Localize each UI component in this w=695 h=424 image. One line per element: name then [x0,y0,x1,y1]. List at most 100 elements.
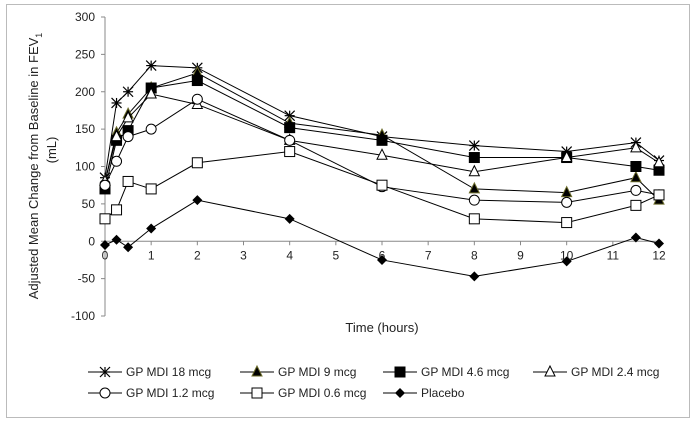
legend-label: GP MDI 1.2 mcg [126,386,214,400]
x-tick-label: 10 [560,248,574,262]
star-stroke [122,86,134,98]
data-point [146,223,157,234]
data-point [468,213,480,225]
series-gp-mdi-0-6-mcg [99,146,665,229]
data-point [560,185,573,198]
legend-marker [99,387,111,399]
data-point [376,148,388,160]
star-stroke [284,110,296,122]
data-point [284,134,296,146]
data-point [99,179,111,191]
series-gp-mdi-18-mcg [99,60,665,184]
data-point [123,242,134,253]
legend-marker [544,364,556,377]
y-tick-label: 200 [75,85,95,99]
data-point [468,140,480,151]
data-point [630,232,641,243]
data-point [111,97,122,109]
data-point [561,196,573,208]
y-tick-label: 150 [75,122,95,136]
x-tick-label: 1 [148,248,155,262]
legend-item: GP MDI 9 mcg [240,364,356,379]
data-point [100,239,110,250]
x-tick-label: 8 [471,248,478,262]
data-point [630,140,642,153]
data-point [561,217,573,229]
data-point [284,213,295,224]
series-line [104,199,660,277]
legend-label: GP MDI 4.6 mcg [421,365,509,379]
data-point [145,183,157,195]
chart-frame [6,4,690,418]
star-stroke [99,366,111,378]
data-point [110,129,123,142]
data-point [111,204,123,216]
x-tick-label: 5 [332,248,339,262]
x-tick-label: 9 [517,248,524,262]
data-point [653,155,665,168]
star-stroke [468,140,480,151]
x-tick-label: 2 [194,248,201,262]
data-point [468,164,481,177]
x-tick-label: 3 [240,248,247,262]
star-stroke [111,97,122,109]
data-point [284,146,296,158]
legend-item: Placebo [383,386,465,400]
data-point [468,194,480,206]
legend-item: GP MDI 18 mcg [88,365,211,379]
data-point [145,86,157,99]
legend-item: GP MDI 0.6 mcg [240,386,366,400]
data-point [191,157,203,169]
data-point [111,155,123,167]
data-point [191,93,203,105]
data-point [122,131,134,143]
data-point [376,179,388,191]
y-tick-label: 100 [75,160,95,174]
data-point [99,213,111,225]
data-point [122,110,134,123]
data-point [122,175,134,187]
legend-label: GP MDI 2.4 mcg [571,365,659,379]
data-point [630,170,642,183]
data-point [653,189,665,201]
y-tick-label: 0 [88,234,95,248]
data-point [630,184,642,196]
data-point [561,256,572,267]
data-point [630,199,642,211]
data-point [468,152,480,164]
x-tick-label: 11 [607,248,620,262]
data-point [145,123,157,135]
y-tick-label: 300 [75,10,95,24]
legend-label: GP MDI 0.6 mcg [278,386,366,400]
x-axis-label: Time (hours) [345,320,418,335]
legend-label: Placebo [421,386,465,400]
y-tick-label: 250 [75,47,95,61]
y-tick-label: 50 [82,197,96,211]
data-point [111,234,122,245]
legend-label: GP MDI 9 mcg [278,365,356,379]
legend-item: GP MDI 4.6 mcg [383,365,509,379]
data-point [145,60,157,72]
data-point [376,134,388,146]
data-point [630,161,642,172]
legend-item: GP MDI 1.2 mcg [88,386,214,400]
x-tick-label: 7 [425,248,432,262]
y-axis-unit: (mL) [44,137,59,164]
legend-label: GP MDI 18 mcg [126,365,211,379]
data-point [560,150,573,163]
data-point [122,86,134,98]
data-point [284,122,296,134]
data-point [192,195,203,206]
y-tick-label: -100 [71,309,95,323]
legend-marker [99,366,111,378]
legend-marker [395,388,405,398]
legend-marker [251,364,263,377]
x-tick-label: 4 [286,248,293,262]
x-tick-label: 0 [102,248,109,262]
data-point [469,271,480,282]
legend-marker [394,366,406,378]
y-axis-label: Adjusted Mean Change from Baseline in FE… [26,33,44,300]
data-point [191,75,203,87]
series-placebo [100,195,664,282]
